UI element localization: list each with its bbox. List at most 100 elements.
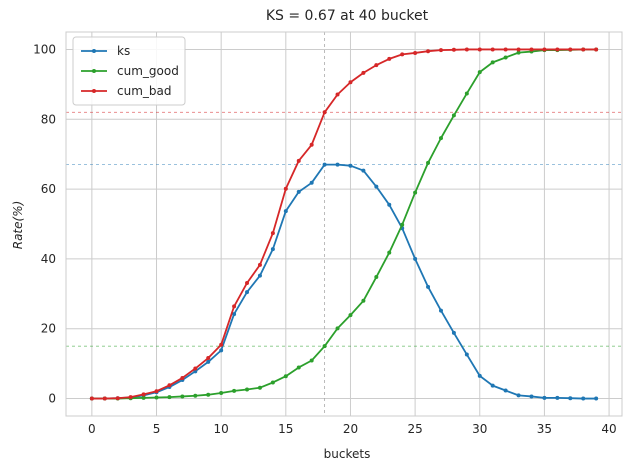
data-point <box>426 160 431 165</box>
y-tick-label: 60 <box>41 182 56 196</box>
data-point <box>477 47 482 52</box>
data-point <box>296 365 301 370</box>
data-point <box>270 380 275 385</box>
data-point <box>438 308 443 313</box>
legend-swatch-marker <box>92 69 96 73</box>
data-point <box>451 330 456 335</box>
data-point <box>335 162 340 167</box>
data-point <box>503 55 508 60</box>
data-point <box>322 162 327 167</box>
data-point <box>451 113 456 118</box>
data-point <box>335 92 340 97</box>
data-point <box>270 231 275 236</box>
data-point <box>245 290 250 295</box>
data-point <box>477 70 482 75</box>
series-line <box>91 48 597 400</box>
data-point <box>542 395 547 400</box>
data-point <box>387 202 392 207</box>
data-point <box>283 374 288 379</box>
data-point <box>426 284 431 289</box>
legend-swatch-marker <box>92 89 96 93</box>
y-tick-label: 80 <box>41 112 56 126</box>
data-point <box>257 385 262 390</box>
legend-box <box>72 36 186 106</box>
x-tick-label: 25 <box>407 422 422 436</box>
chart-title: KS = 0.67 at 40 bucket <box>266 8 429 24</box>
data-point <box>309 180 314 185</box>
data-point <box>309 142 314 147</box>
legend-label: ks <box>117 44 130 58</box>
data-point <box>322 344 327 349</box>
y-tick-label: 20 <box>41 322 56 336</box>
data-point <box>296 158 301 163</box>
data-point <box>154 389 159 394</box>
data-point <box>529 47 534 52</box>
data-point <box>400 52 405 57</box>
data-point <box>219 390 224 395</box>
x-tick-label: 35 <box>537 422 552 436</box>
data-point <box>193 393 198 398</box>
data-point <box>594 396 599 401</box>
data-point <box>335 326 340 331</box>
data-point <box>581 396 586 401</box>
data-point <box>141 395 146 400</box>
data-point <box>464 91 469 96</box>
data-point <box>283 186 288 191</box>
data-point <box>529 394 534 399</box>
data-point <box>348 80 353 85</box>
data-point <box>115 396 120 401</box>
data-point <box>270 247 275 252</box>
data-point <box>387 250 392 255</box>
data-point <box>516 50 521 55</box>
data-point <box>167 395 172 400</box>
data-point <box>374 184 379 189</box>
x-tick-label: 15 <box>278 422 293 436</box>
y-tick-label: 100 <box>33 42 56 56</box>
data-point <box>413 256 418 261</box>
data-point <box>232 304 237 309</box>
data-point <box>568 396 573 401</box>
data-point <box>219 342 224 347</box>
data-point <box>257 262 262 267</box>
data-point <box>180 375 185 380</box>
data-point <box>451 47 456 52</box>
data-point <box>477 373 482 378</box>
data-point <box>594 47 599 52</box>
legend-item-cum-bad: cum_bad <box>81 84 171 98</box>
data-point <box>322 110 327 115</box>
data-point <box>206 356 211 361</box>
data-point <box>464 47 469 52</box>
tick-labels: 0 5 10 15 20 25 30 35 40 0 20 40 60 80 100 <box>33 42 617 436</box>
data-point <box>245 387 250 392</box>
data-point <box>426 49 431 54</box>
x-tick-label: 0 <box>88 422 96 436</box>
data-point <box>438 48 443 53</box>
data-point <box>568 47 573 52</box>
data-point <box>361 70 366 75</box>
data-point <box>361 298 366 303</box>
data-point <box>232 388 237 393</box>
series-cum-good <box>89 47 599 401</box>
data-point <box>102 396 107 401</box>
legend-item-cum-good: cum_good <box>81 64 179 78</box>
legend-swatch-marker <box>92 49 96 53</box>
data-point <box>516 47 521 52</box>
data-point <box>89 396 94 401</box>
data-point <box>348 163 353 168</box>
legend-label: cum_good <box>117 64 179 78</box>
x-tick-label: 30 <box>472 422 487 436</box>
x-tick-label: 40 <box>601 422 616 436</box>
y-tick-label: 40 <box>41 252 56 266</box>
data-point <box>542 47 547 52</box>
data-point <box>361 168 366 173</box>
data-point <box>283 209 288 214</box>
data-point <box>206 392 211 397</box>
data-point <box>490 383 495 388</box>
data-point <box>503 388 508 393</box>
series-line <box>91 163 597 400</box>
x-tick-label: 20 <box>343 422 358 436</box>
data-point <box>154 395 159 400</box>
data-point <box>581 47 586 52</box>
data-point <box>555 47 560 52</box>
